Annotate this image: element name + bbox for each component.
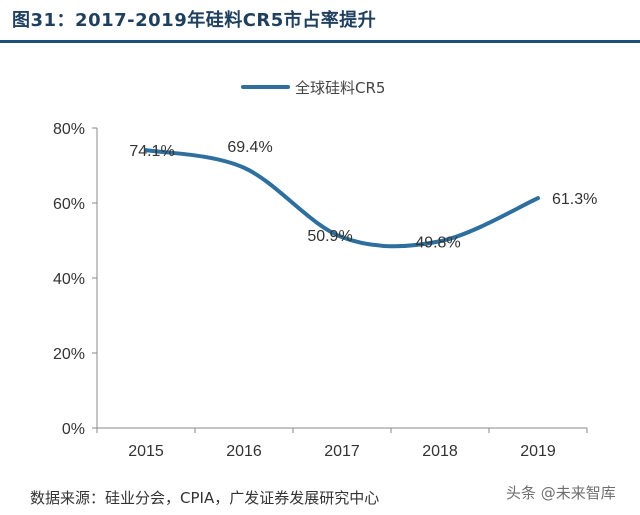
line-chart: 全球硅料CR5 0% 20% 40% 60% 80% 2015 2016 2017 2018 20…	[53, 79, 597, 460]
x-tick-label: 2015	[128, 443, 164, 460]
data-label: 69.4%	[227, 139, 272, 156]
x-tick-label: 2016	[226, 443, 262, 460]
x-tick-label: 2018	[422, 443, 458, 460]
data-label: 74.1%	[129, 143, 174, 160]
x-tick-label: 2019	[520, 443, 556, 460]
source-note: 数据来源：硅业分会，CPIA，广发证券发展研究中心	[30, 489, 380, 507]
y-tick-label: 40%	[53, 271, 85, 288]
watermark: 头条 @未来智库	[506, 482, 616, 503]
legend: 全球硅料CR5	[241, 79, 385, 97]
y-tick-label: 0%	[62, 421, 85, 438]
legend-label: 全球硅料CR5	[295, 79, 385, 97]
y-tick-label: 80%	[53, 121, 85, 138]
x-tick-label: 2017	[324, 443, 360, 460]
chart-title: 图31：2017-2019年硅料CR5市占率提升	[12, 10, 377, 31]
y-tick-label: 60%	[53, 196, 85, 213]
data-label: 49.8%	[415, 234, 460, 251]
title-underline	[0, 40, 640, 43]
watermark-text: 头条 @未来智库	[506, 484, 616, 502]
series-line	[144, 148, 540, 249]
y-tick-label: 20%	[53, 346, 85, 363]
data-label: 61.3%	[552, 191, 597, 208]
data-label: 50.9%	[307, 228, 352, 245]
